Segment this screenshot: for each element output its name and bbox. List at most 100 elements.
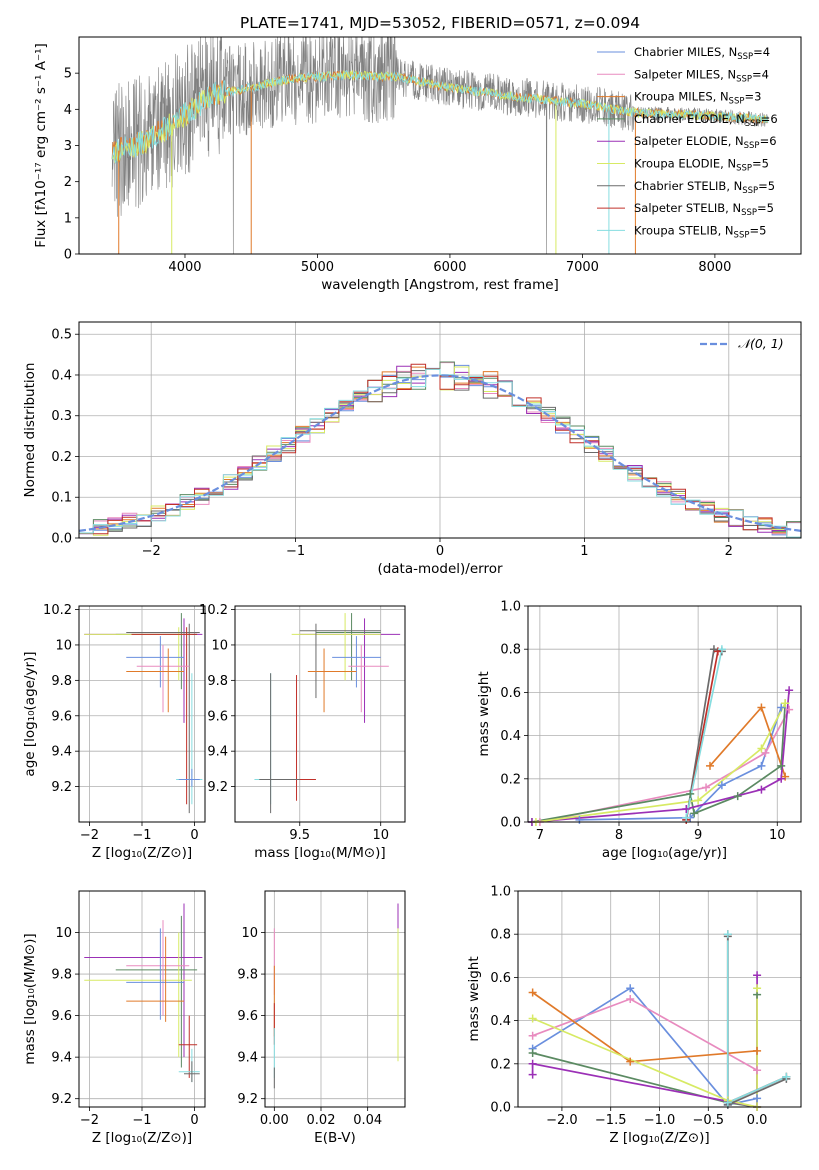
panel-ebv-mass: 0.00 0.02 0.04 9.2 9.4 9.6 9.8 10 E(B-V) xyxy=(237,890,406,1146)
legend-entry-salpeter-miles: Salpeter MILES, NSSP=4 xyxy=(634,67,769,84)
legend-entry-kroupa-miles: Kroupa MILES, NSSP=3 xyxy=(634,90,761,107)
x-tick-label: 0 xyxy=(190,1113,198,1128)
series-line-chabrier-miles xyxy=(532,987,758,1106)
legend-text: Salpeter MILES, N xyxy=(634,67,736,81)
data-point-kroupa-miles xyxy=(757,703,766,712)
axes-frame xyxy=(78,605,206,823)
y-tick-label: 9.4 xyxy=(51,745,72,760)
legend-subscript: SSP xyxy=(736,74,752,84)
data-point-kroupa-stelib xyxy=(782,1072,791,1081)
legend-text: Kroupa MILES, N xyxy=(634,90,729,104)
data-point-salpeter-elodie xyxy=(753,971,762,980)
y-tick-label: 9.8 xyxy=(51,674,72,689)
y-tick-label: 0.0 xyxy=(490,1101,511,1116)
x-axis-label: wavelength [Angstrom, rest frame] xyxy=(321,277,559,293)
plot-area-z-mass xyxy=(79,891,205,1107)
data-point-salpeter-elodie xyxy=(528,1059,537,1068)
y-tick-label: 0.2 xyxy=(51,450,72,465)
histogram-kroupa-stelib xyxy=(79,368,801,538)
legend-text: =4 xyxy=(752,67,769,81)
x-tick-label: −1.5 xyxy=(595,1113,627,1128)
data-point-kroupa-elodie xyxy=(528,1014,537,1023)
y-tick-label: 9.6 xyxy=(207,709,228,724)
data-point-kroupa-miles xyxy=(528,988,537,997)
y-tick-label: 0.4 xyxy=(490,1014,511,1029)
x-tick-label: 2 xyxy=(725,544,733,559)
legend-entry-salpeter-stelib: Salpeter STELIB, NSSP=5 xyxy=(634,201,774,218)
legend-entry-gaussian: 𝒩(0, 1) xyxy=(738,336,784,351)
legend-text: Salpeter ELODIE, N xyxy=(634,134,744,148)
y-tick-label: 10.2 xyxy=(199,603,228,618)
x-tick-label: 6000 xyxy=(433,260,466,275)
legend-text: =5 xyxy=(752,157,769,171)
plot-area-ebv-mass xyxy=(265,891,405,1107)
legend-text: Salpeter STELIB, N xyxy=(634,201,741,215)
x-tick-label: 4000 xyxy=(168,260,201,275)
data-point-kroupa-elodie xyxy=(781,699,790,708)
data-point-chabrier-miles xyxy=(757,761,766,770)
x-axis-label: mass [log₁₀(M/M⊙)] xyxy=(254,845,385,861)
legend-text: Chabrier ELODIE, N xyxy=(634,112,745,126)
panel-residuals: −2 −1 0 1 2 0.0 0.1 0.2 0.3 0.4 0.5 (data-model)/er… xyxy=(22,321,802,577)
legend-entry-chabrier-stelib: Chabrier STELIB, NSSP=5 xyxy=(634,179,775,196)
axes-frame xyxy=(78,321,802,539)
x-axis-label: (data-model)/error xyxy=(377,561,503,577)
y-tick-label: 9.2 xyxy=(237,1092,258,1107)
x-tick-label: 5000 xyxy=(301,260,334,275)
x-tick-label: −2 xyxy=(80,1113,99,1128)
x-tick-label: 9 xyxy=(694,828,702,843)
data-point-salpeter-elodie xyxy=(777,774,786,783)
legend-text: =5 xyxy=(757,201,774,215)
series-line-kroupa-miles xyxy=(709,705,787,777)
data-point-chabrier-elodie xyxy=(686,789,695,798)
x-tick-label: −2 xyxy=(142,544,161,559)
y-tick-label: 9.2 xyxy=(51,780,72,795)
x-tick-label: −0.5 xyxy=(693,1113,725,1128)
histogram-salpeter-stelib xyxy=(79,363,801,538)
y-tick-label: 9.8 xyxy=(51,968,72,983)
y-tick-label: 9.4 xyxy=(237,1051,258,1066)
x-tick-label: 0.02 xyxy=(307,1113,336,1128)
plot-area-spectrum xyxy=(111,37,769,254)
series-line-salpeter-elodie xyxy=(531,690,790,822)
legend-text: =3 xyxy=(744,90,761,104)
legend-subscript: SSP xyxy=(742,186,758,196)
x-tick-label: 8 xyxy=(615,828,623,843)
y-tick-label: 9.2 xyxy=(207,780,228,795)
x-tick-label: 7 xyxy=(536,828,544,843)
y-tick-label: 0.2 xyxy=(500,772,521,787)
data-point-salpeter-elodie xyxy=(682,805,691,814)
x-tick-label: −2 xyxy=(80,828,99,843)
x-tick-label: −1 xyxy=(286,544,305,559)
data-point-chabrier-elodie xyxy=(528,1049,537,1057)
data-point-kroupa-elodie xyxy=(753,984,762,993)
x-axis-label: Z [log₁₀(Z/Z⊙)] xyxy=(92,1130,192,1146)
y-tick-label: 0.1 xyxy=(51,491,72,506)
y-tick-label: 0.2 xyxy=(490,1057,511,1072)
x-tick-label: 7000 xyxy=(566,260,599,275)
x-tick-label: 0 xyxy=(190,828,198,843)
legend-entry-chabrier-elodie: Chabrier ELODIE, NSSP=6 xyxy=(634,112,778,129)
model-line-kroupa-stelib xyxy=(111,70,769,165)
y-tick-label: 0.4 xyxy=(500,729,521,744)
data-point-salpeter-miles xyxy=(626,995,635,1003)
y-tick-label: 10.2 xyxy=(43,603,72,618)
plot-area-residuals xyxy=(79,322,801,538)
axes-frame xyxy=(527,605,802,823)
data-point-chabrier-miles xyxy=(626,984,635,993)
figure-title: PLATE=1741, MJD=53052, FIBERID=0571, z=0… xyxy=(240,14,640,32)
legend-entry-kroupa-elodie: Kroupa ELODIE, NSSP=5 xyxy=(634,157,769,174)
legend-subscript: SSP xyxy=(734,230,750,240)
panel-mass-age: 9.5 10 9.2 9.4 9.6 9.8 10 10.2 mass [log₁₀(M/M⊙)… xyxy=(199,603,406,861)
data-point-salpeter-miles xyxy=(753,1066,762,1075)
y-axis-label: age [log₁₀(age/yr)] xyxy=(22,651,38,776)
axes-frame xyxy=(234,605,406,823)
x-axis-label: age [log₁₀(age/yr)] xyxy=(602,845,727,861)
data-point-kroupa-elodie xyxy=(694,796,703,805)
y-tick-label: 1 xyxy=(64,211,72,226)
x-tick-label: 0.0 xyxy=(747,1113,768,1128)
x-tick-label: −1.0 xyxy=(644,1113,676,1128)
x-tick-label: 8000 xyxy=(698,260,731,275)
